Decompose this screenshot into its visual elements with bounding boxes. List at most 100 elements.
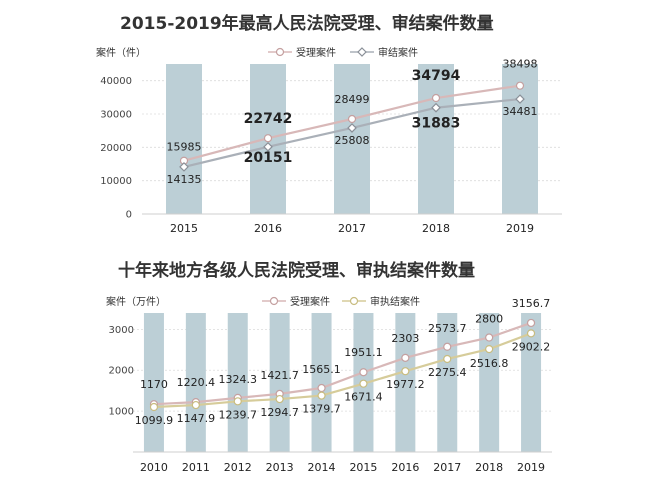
chart2-series-1-data-label: 2800 [475, 313, 503, 326]
chart2-series-2-point [149, 402, 159, 412]
chart1-plot-area: 0 10000 20000 30000 40000 2015 2016 2017 2018 201… [100, 58, 562, 235]
chart2-series-1-data-label: 1421.7 [260, 369, 299, 382]
legend1-label-accepted: 受理案件 [296, 46, 336, 59]
legend2-marker-accepted [269, 296, 279, 306]
chart2-x-tick-label: 2012 [224, 461, 252, 474]
chart2-x-tick-label: 2018 [475, 461, 503, 474]
chart2-x-tick-label: 2019 [517, 461, 545, 474]
chart1-series-2-data-label: 14135 [167, 173, 202, 186]
chart2-x-tick-label: 2011 [182, 461, 210, 474]
chart1-series-1-data-label: 38498 [503, 58, 538, 71]
chart1-series-2-point [347, 123, 357, 133]
chart2-y-tick-label: 3000 [109, 325, 134, 336]
chart1-y-tick-label: 0 [126, 210, 132, 221]
chart2-legend: 受理案件 审执结案件 [262, 295, 420, 308]
chart2-plot-area: 1000 2000 3000 2010 2011 2012 2013 2014 2015 2016… [109, 297, 552, 474]
chart1-series-1-point [431, 93, 441, 103]
chart2-series-1-data-label: 2573.7 [428, 322, 467, 335]
chart2-series-2-point [317, 391, 326, 400]
chart2-column-bar [185, 313, 206, 452]
chart2-series-1-point [401, 353, 410, 362]
chart2-x-tick-label: 2015 [349, 461, 377, 474]
chart1-y-tick-label: 30000 [100, 110, 132, 121]
chart2-y-tick-label: 1000 [109, 407, 134, 418]
legend2-label-accepted: 受理案件 [290, 295, 330, 308]
chart1-series-2-point [263, 141, 273, 152]
legend1-marker-concluded [357, 47, 367, 57]
chart2-series-2-point [485, 345, 494, 354]
chart1-title: 2015-2019年最高人民法院受理、审结案件数量 [120, 13, 494, 34]
chart1-x-tick-label: 2016 [254, 222, 282, 235]
legend2-label-concluded: 审执结案件 [370, 295, 420, 308]
chart1-series-2-point [431, 102, 441, 113]
legend1-label-concluded: 审结案件 [378, 46, 418, 59]
chart2-column-bar [269, 313, 290, 452]
chart1-series-2-point [179, 162, 189, 172]
chart1-series-2-data-label: 31883 [412, 116, 461, 132]
chart2-series-2-data-label: 2275.4 [428, 366, 467, 379]
chart2-series-2-point [401, 367, 410, 376]
chart2-y-tick-label: 2000 [109, 366, 134, 377]
chart2-series-2-data-label: 1671.4 [344, 391, 383, 404]
legend2-marker-concluded [349, 296, 359, 306]
chart2-series-1-point [485, 333, 494, 342]
chart2-series-1-data-label: 1951.1 [344, 346, 383, 359]
legend1-marker-accepted [275, 47, 285, 57]
chart1-legend: 受理案件 审结案件 [268, 46, 418, 59]
chart1-y-tick-label: 10000 [100, 176, 132, 187]
chart2-x-tick-label: 2014 [308, 461, 336, 474]
chart1-series-1-data-label: 28499 [335, 93, 370, 106]
chart2-series-1-point [317, 383, 326, 393]
chart1-series-2-data-label: 20151 [244, 150, 293, 166]
chart2-x-tick-label: 2017 [433, 461, 461, 474]
chart2-series-1-point [443, 342, 452, 351]
chart2-x-tick-label: 2016 [391, 461, 419, 474]
chart2-x-tick-label: 2013 [266, 461, 294, 474]
chart2-series-2-point [275, 394, 284, 404]
chart2-series-1-data-label: 1565.1 [302, 363, 341, 376]
chart2-series-1-line [153, 321, 532, 406]
chart2-series-2-data-label: 1147.9 [177, 412, 216, 425]
chart2-series-2-point [359, 379, 368, 388]
chart2-series-2-data-label: 1239.7 [219, 408, 258, 421]
chart1-y-axis-label: 案件（件） [96, 46, 146, 59]
chart2-series-2-data-label: 1294.7 [260, 406, 299, 419]
chart2-series-2-data-label: 1099.9 [135, 414, 174, 427]
chart2-series-1-data-label: 1170 [140, 378, 168, 391]
chart2-series-2-data-label: 1379.7 [302, 403, 341, 416]
chart2-series-2-data-label: 2902.2 [512, 340, 551, 353]
chart2-column-bar [311, 313, 332, 452]
chart1-column-bar [418, 64, 454, 214]
chart1-series-2-data-label: 25808 [335, 134, 370, 147]
chart2-column-bar [521, 313, 542, 452]
chart1-series-1-data-label: 15985 [167, 141, 202, 154]
chart1-x-tick-label: 2018 [422, 222, 450, 235]
chart1-y-tick-label: 40000 [100, 76, 132, 87]
chart2-x-tick-label: 2010 [140, 461, 168, 474]
chart2-column-bar [395, 313, 416, 452]
chart1-series-1-data-label: 22742 [244, 111, 293, 127]
chart2-column-bar [143, 313, 164, 452]
chart2-series-1-point [526, 318, 536, 328]
chart1-series-1-point [515, 81, 525, 90]
chart1-series-2-data-label: 34481 [503, 105, 538, 118]
chart1-series-1-point [263, 134, 273, 143]
chart2-title: 十年来地方各级人民法院受理、审执结案件数量 [118, 260, 475, 281]
chart2-series-1-point [359, 368, 368, 377]
chart2-y-axis-label: 案件（万件） [106, 295, 166, 308]
chart2-series-1-data-label: 2303 [391, 332, 419, 345]
chart2-series-1-data-label: 1324.3 [219, 373, 258, 386]
chart2-series-2-point [443, 354, 452, 364]
chart1-x-tick-label: 2017 [338, 222, 366, 235]
chart2-series-2-point [233, 397, 242, 406]
chart1-x-tick-label: 2019 [506, 222, 534, 235]
chart2-series-2-data-label: 2516.8 [470, 357, 509, 370]
chart1-series-2-point [515, 94, 525, 104]
chart1-series-1-data-label: 34794 [412, 68, 461, 84]
chart1-series-1-point [347, 114, 357, 124]
chart1-column-bar [334, 64, 370, 214]
chart1-column-bar [166, 64, 202, 214]
chart2-series-2-point [191, 400, 200, 410]
chart2-series-1-data-label: 1220.4 [177, 376, 216, 389]
